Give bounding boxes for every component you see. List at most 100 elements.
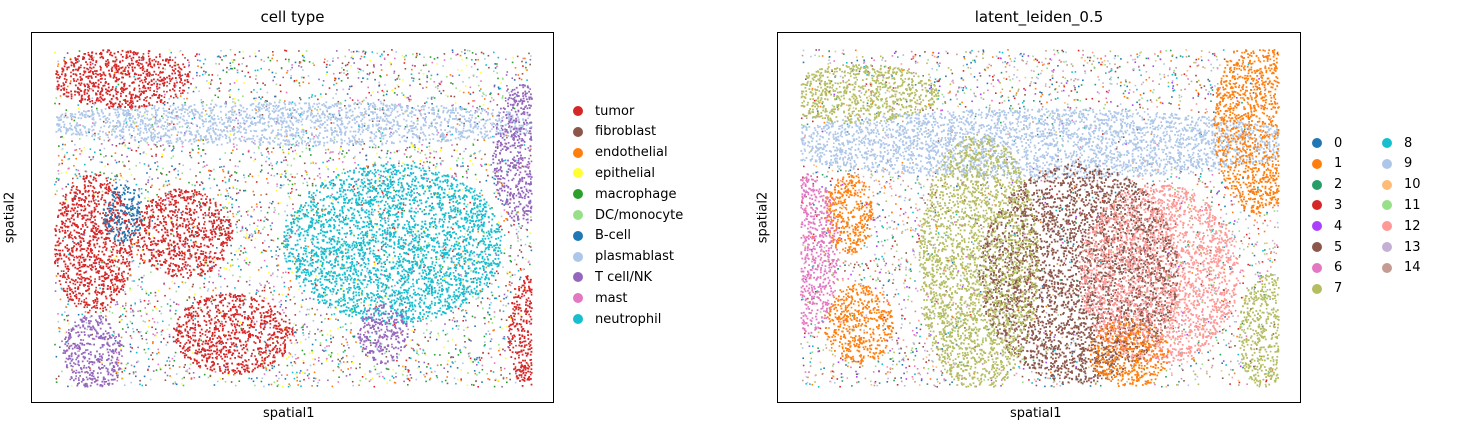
point xyxy=(412,230,414,233)
point xyxy=(365,286,368,288)
point xyxy=(282,272,284,274)
point xyxy=(345,214,348,217)
point xyxy=(269,202,271,204)
point xyxy=(326,115,329,118)
point xyxy=(54,51,56,54)
point xyxy=(332,60,334,62)
point xyxy=(68,157,71,160)
point xyxy=(218,235,221,237)
point xyxy=(266,339,269,341)
point xyxy=(247,214,249,216)
point xyxy=(250,91,253,93)
point xyxy=(257,290,260,293)
point xyxy=(396,78,398,80)
point xyxy=(172,340,175,343)
point xyxy=(144,108,147,110)
point xyxy=(346,93,349,95)
point xyxy=(317,360,320,362)
point xyxy=(249,173,251,175)
point xyxy=(56,244,59,247)
point xyxy=(262,249,265,252)
point xyxy=(314,282,316,284)
point xyxy=(281,113,284,116)
point xyxy=(343,232,346,235)
point xyxy=(424,354,427,356)
point xyxy=(519,100,521,103)
point xyxy=(295,144,298,146)
point xyxy=(255,109,257,111)
point xyxy=(450,82,452,84)
point xyxy=(311,343,314,346)
point xyxy=(71,358,74,361)
point xyxy=(406,377,409,380)
point xyxy=(236,231,239,234)
point xyxy=(90,88,93,90)
point xyxy=(342,356,344,359)
point xyxy=(217,55,220,58)
point xyxy=(203,373,206,376)
point xyxy=(482,92,484,94)
point xyxy=(183,218,185,220)
point xyxy=(339,147,342,150)
point xyxy=(172,382,174,385)
point xyxy=(331,238,333,240)
point xyxy=(366,64,369,66)
point xyxy=(301,292,303,295)
point xyxy=(336,353,339,355)
point xyxy=(67,270,69,272)
point xyxy=(225,346,227,349)
point xyxy=(168,108,170,110)
point xyxy=(181,192,184,195)
point xyxy=(215,205,217,208)
point xyxy=(129,274,132,276)
point xyxy=(217,273,220,275)
point xyxy=(499,112,501,114)
point xyxy=(436,376,439,379)
point xyxy=(122,161,124,163)
point xyxy=(365,154,368,157)
point xyxy=(313,291,316,293)
point xyxy=(228,180,230,182)
point xyxy=(513,119,516,122)
point xyxy=(86,89,89,91)
point xyxy=(312,320,315,322)
point xyxy=(114,283,116,286)
point xyxy=(229,210,232,213)
point xyxy=(469,86,472,89)
point xyxy=(479,149,482,152)
point xyxy=(141,281,143,283)
point xyxy=(530,294,533,296)
point xyxy=(280,67,283,69)
point xyxy=(448,319,451,321)
point xyxy=(242,304,244,307)
point xyxy=(327,318,330,320)
point xyxy=(476,76,478,78)
point xyxy=(433,193,436,196)
point xyxy=(120,319,122,322)
point xyxy=(299,372,301,374)
point xyxy=(345,236,347,238)
point xyxy=(91,363,94,366)
point xyxy=(360,272,362,274)
point xyxy=(367,272,370,274)
point xyxy=(291,371,294,374)
point xyxy=(341,161,344,163)
point xyxy=(95,99,98,102)
point xyxy=(128,372,131,375)
point xyxy=(419,163,422,165)
point xyxy=(487,378,489,380)
point xyxy=(391,357,394,359)
point xyxy=(527,101,529,103)
point xyxy=(95,286,97,289)
point xyxy=(523,186,526,188)
point xyxy=(524,57,526,60)
point xyxy=(382,196,385,199)
point xyxy=(207,376,210,379)
point xyxy=(319,216,321,218)
point xyxy=(66,85,69,88)
point xyxy=(116,356,119,359)
point xyxy=(471,59,473,61)
point xyxy=(241,225,244,228)
point xyxy=(233,345,236,347)
point xyxy=(499,225,502,227)
